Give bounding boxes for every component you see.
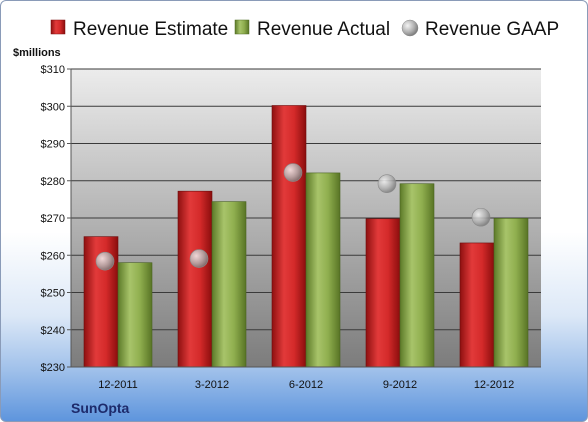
y-tick-label: $260	[41, 250, 65, 262]
legend-marker-revenue-gaap	[401, 19, 419, 37]
gaap-points	[95, 163, 491, 271]
bar-revenue-actual	[305, 172, 341, 368]
y-tick-label: $270	[41, 213, 65, 225]
point-revenue-gaap	[471, 207, 491, 227]
point-revenue-gaap	[189, 249, 209, 268]
bar-revenue-actual	[399, 183, 435, 368]
point-revenue-gaap	[283, 163, 303, 182]
point-revenue-gaap	[95, 251, 115, 271]
x-tick-label: 3-2012	[195, 379, 229, 391]
legend-swatch-revenue-estimate	[50, 19, 66, 35]
legend-label-revenue-actual: Revenue Actual	[257, 19, 390, 40]
bars	[83, 105, 529, 368]
y-tick-label: $310	[41, 64, 65, 76]
point-revenue-gaap	[377, 174, 397, 194]
legend-label-revenue-gaap: Revenue GAAP	[425, 19, 559, 40]
bar-revenue-actual	[211, 201, 247, 368]
x-tick-label: 12-2011	[98, 379, 138, 391]
bar-revenue-estimate	[177, 190, 213, 368]
bar-revenue-estimate	[365, 218, 401, 368]
y-tick-label: $230	[41, 362, 65, 374]
legend-label-revenue-estimate: Revenue Estimate	[73, 19, 228, 40]
y-tick-label: $300	[41, 101, 65, 113]
y-axis-ticks: $230 $240 $250 $260 $270 $280 $290 $300 $310	[41, 64, 72, 374]
bar-revenue-estimate	[459, 242, 495, 368]
company-label: SunOpta	[71, 400, 130, 416]
y-tick-label: $290	[41, 139, 65, 151]
y-tick-label: $250	[41, 288, 65, 300]
bar-revenue-actual	[493, 218, 529, 368]
bar-revenue-actual	[117, 262, 153, 368]
x-axis-ticks: 12-2011 3-2012 6-2012 9-2012 12-2012	[71, 366, 541, 391]
x-tick-label: 12-2012	[474, 379, 514, 391]
x-tick-label: 9-2012	[383, 379, 417, 391]
legend-swatch-revenue-actual	[234, 19, 250, 35]
y-tick-label: $240	[41, 325, 65, 337]
x-tick-label: 6-2012	[289, 379, 323, 391]
bar-revenue-estimate	[271, 105, 307, 368]
y-axis-unit-label: $millions	[13, 47, 61, 59]
legend: Revenue Estimate Revenue Actual Revenue …	[50, 19, 559, 40]
y-tick-label: $280	[41, 176, 65, 188]
